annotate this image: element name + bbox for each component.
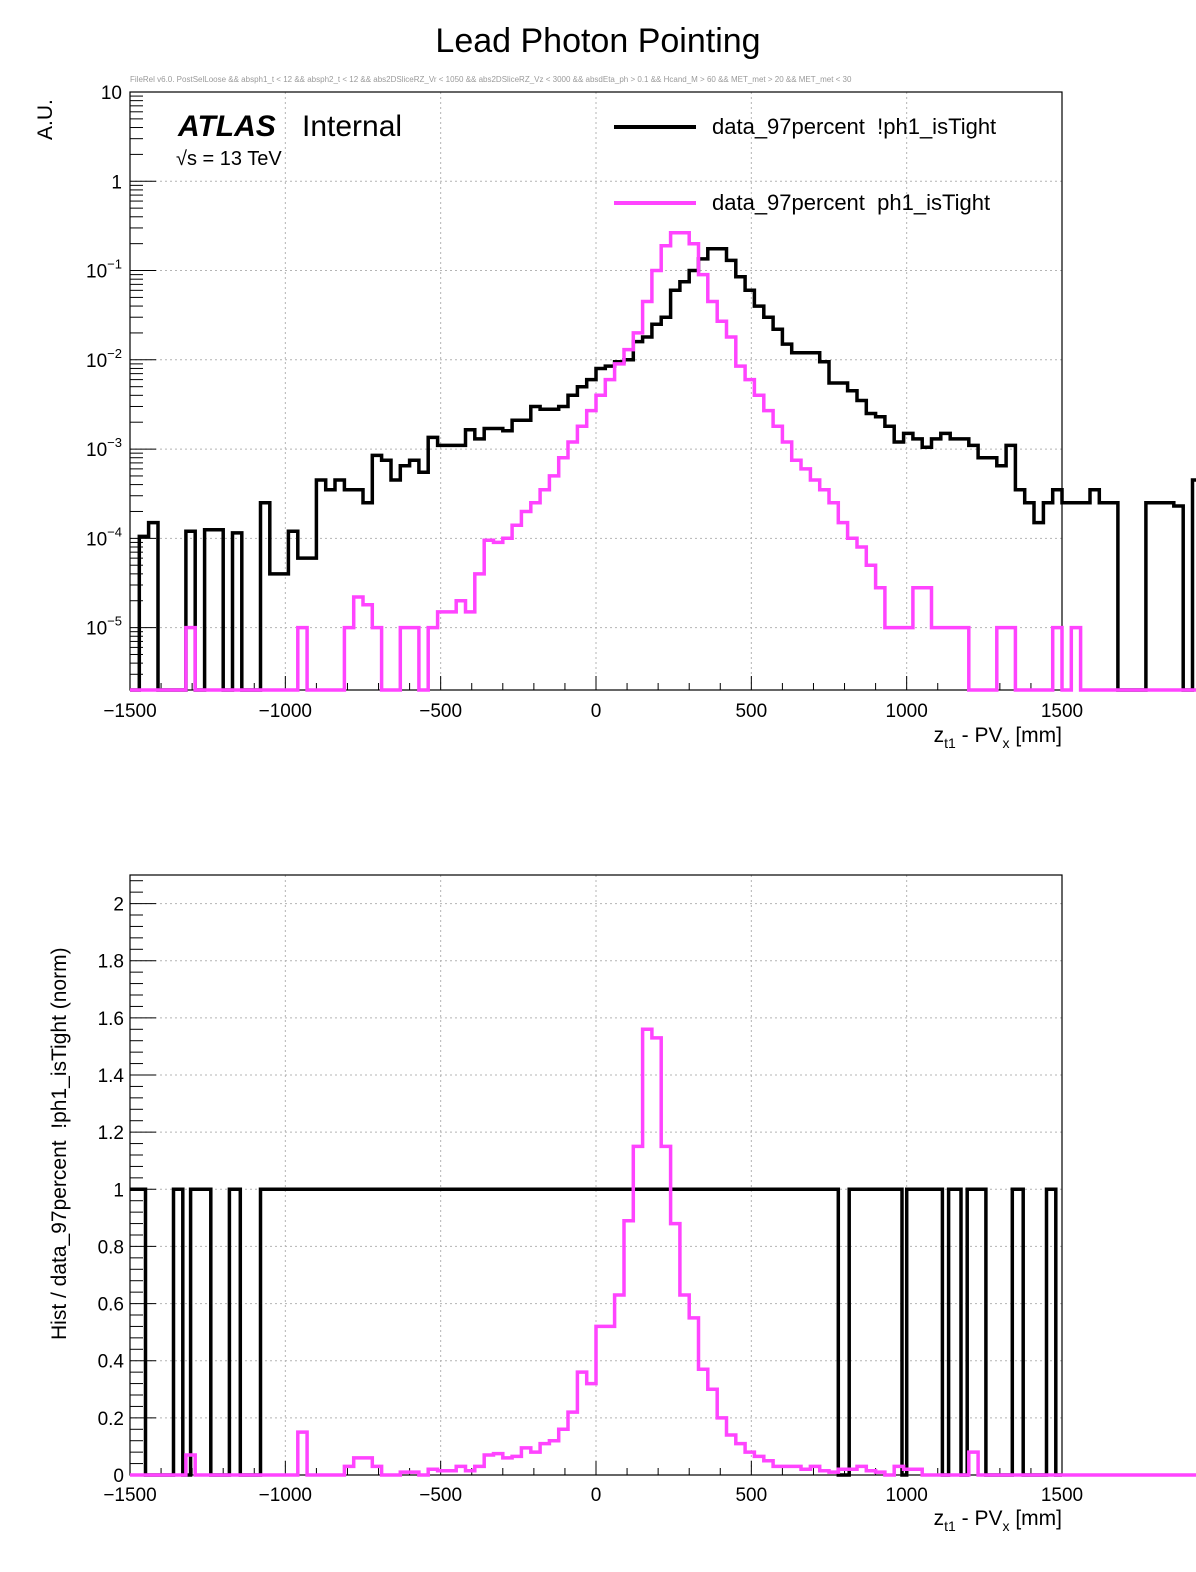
top-y-tick-exponent: −1: [107, 257, 122, 272]
bottom-y-tick-label: 0.8: [98, 1237, 124, 1258]
bottom-y-axis-label: Hist / data_97percent !ph1_isTight (norm…: [48, 947, 71, 1340]
bottom-series-tight-ratio: [130, 1027, 1196, 1477]
top-grid: [130, 91, 1062, 690]
top-y-tick-base: 10: [86, 262, 107, 283]
bottom-x-axis-label: zt1 - PVx [mm]: [934, 1507, 1062, 1534]
legend-label-magenta: data_97percent ph1_isTight: [712, 190, 990, 215]
top-x-tick-label: −500: [419, 701, 462, 722]
bottom-y-tick-label: 2: [113, 895, 124, 916]
bottom-y-tick-label: 1.6: [98, 1009, 124, 1030]
top-y-tick-label: 10−4: [86, 524, 122, 550]
top-y-tick-exponent: −3: [107, 435, 122, 450]
top-y-tick-base: 10: [86, 529, 107, 550]
top-y-tick-label: 10: [101, 83, 122, 104]
bottom-x-tick-label: −1500: [103, 1485, 156, 1506]
top-x-tick-label: 1500: [1041, 701, 1083, 722]
chart-title: Lead Photon Pointing: [435, 22, 760, 60]
atlas-label: ATLAS: [177, 110, 276, 143]
top-x-label-sub: t1: [944, 735, 956, 751]
top-y-tick-base: 10: [86, 440, 107, 461]
top-y-tick-label: 10−2: [86, 346, 122, 372]
bottom-y-tick-labels: 0 0.2 0.4 0.6 0.8 1 1.2 1.4 1.6 1.8 2: [98, 895, 125, 1487]
top-x-tick-label: 1000: [886, 701, 928, 722]
top-x-label-tail: [mm]: [1010, 724, 1063, 747]
bottom-x-label-tail: [mm]: [1010, 1507, 1063, 1530]
top-x-tick-label: −1000: [259, 701, 312, 722]
top-y-tick-base: 1: [111, 172, 122, 193]
top-y-tick-exponent: −2: [107, 346, 122, 361]
top-x-label-mid: - PV: [956, 724, 1003, 747]
top-y-tick-label: 10−5: [86, 614, 122, 640]
top-x-tick-label: 0: [591, 701, 602, 722]
top-y-tick-base: 10: [86, 351, 107, 372]
top-y-tick-label: 1: [111, 172, 122, 193]
bottom-x-tick-label: 1500: [1041, 1485, 1083, 1506]
top-y-tick-base: 10: [101, 83, 122, 104]
top-y-tick-exponent: −4: [107, 524, 122, 539]
bottom-panel: −1500 −1000 −500 0 500 1000 1500 0 0.2 0.4 0.6 0.8…: [48, 874, 1196, 1534]
selection-cuts-label: FileRel v6.0. PostSelLoose && absph1_t <…: [130, 75, 852, 84]
top-series-not-tight: [130, 247, 1196, 692]
bottom-y-tick-label: 1.2: [98, 1123, 124, 1144]
top-y-axis-label: A.U.: [34, 99, 57, 140]
top-x-label-z: z: [934, 724, 945, 747]
top-series-tight: [130, 231, 1196, 692]
bottom-ticks: [129, 880, 1063, 1476]
bottom-x-tick-label: 0: [591, 1485, 602, 1506]
bottom-x-label-mid: - PV: [956, 1507, 1003, 1530]
top-x-tick-labels: −1500 −1000 −500 0 500 1000 1500: [103, 701, 1083, 722]
bottom-y-tick-label: 0.4: [98, 1352, 125, 1373]
top-series: [130, 231, 1196, 692]
energy-label: √s = 13 TeV: [176, 148, 282, 170]
legend-label-black: data_97percent !ph1_isTight: [712, 114, 996, 139]
bottom-y-tick-label: 1.4: [98, 1066, 125, 1087]
top-x-axis-label: zt1 - PVx [mm]: [934, 724, 1062, 751]
top-x-tick-label: −1500: [103, 701, 156, 722]
bottom-y-tick-label: 0.2: [98, 1409, 124, 1430]
top-x-label-sub2: x: [1003, 735, 1010, 751]
bottom-x-label-sub2: x: [1003, 1518, 1010, 1534]
bottom-y-tick-label: 0.6: [98, 1295, 124, 1316]
top-y-tick-exponent: −5: [107, 614, 122, 629]
top-panel: −1500 −1000 −500 0 500 1000 1500 10110−110−210…: [34, 83, 1196, 751]
bottom-x-tick-label: −1000: [259, 1485, 312, 1506]
internal-label: Internal: [302, 110, 402, 143]
bottom-x-tick-label: 500: [735, 1485, 767, 1506]
bottom-series: [130, 1027, 1196, 1477]
top-x-tick-label: 500: [735, 701, 767, 722]
bottom-y-tick-label: 0: [113, 1466, 124, 1487]
top-y-tick-label: 10−1: [86, 257, 122, 283]
top-y-tick-label: 10−3: [86, 435, 122, 461]
bottom-x-label-sub: t1: [944, 1518, 956, 1534]
bottom-x-tick-labels: −1500 −1000 −500 0 500 1000 1500: [103, 1485, 1083, 1506]
bottom-x-tick-label: −500: [419, 1485, 462, 1506]
bottom-y-tick-label: 1.8: [98, 952, 124, 973]
top-y-tick-base: 10: [86, 619, 107, 640]
legend: data_97percent !ph1_isTight data_97perce…: [614, 114, 996, 215]
bottom-series-not-tight-ratio: [130, 1187, 1062, 1477]
bottom-x-label-z: z: [934, 1507, 945, 1530]
bottom-x-tick-label: 1000: [886, 1485, 928, 1506]
bottom-y-tick-label: 1: [113, 1180, 124, 1201]
